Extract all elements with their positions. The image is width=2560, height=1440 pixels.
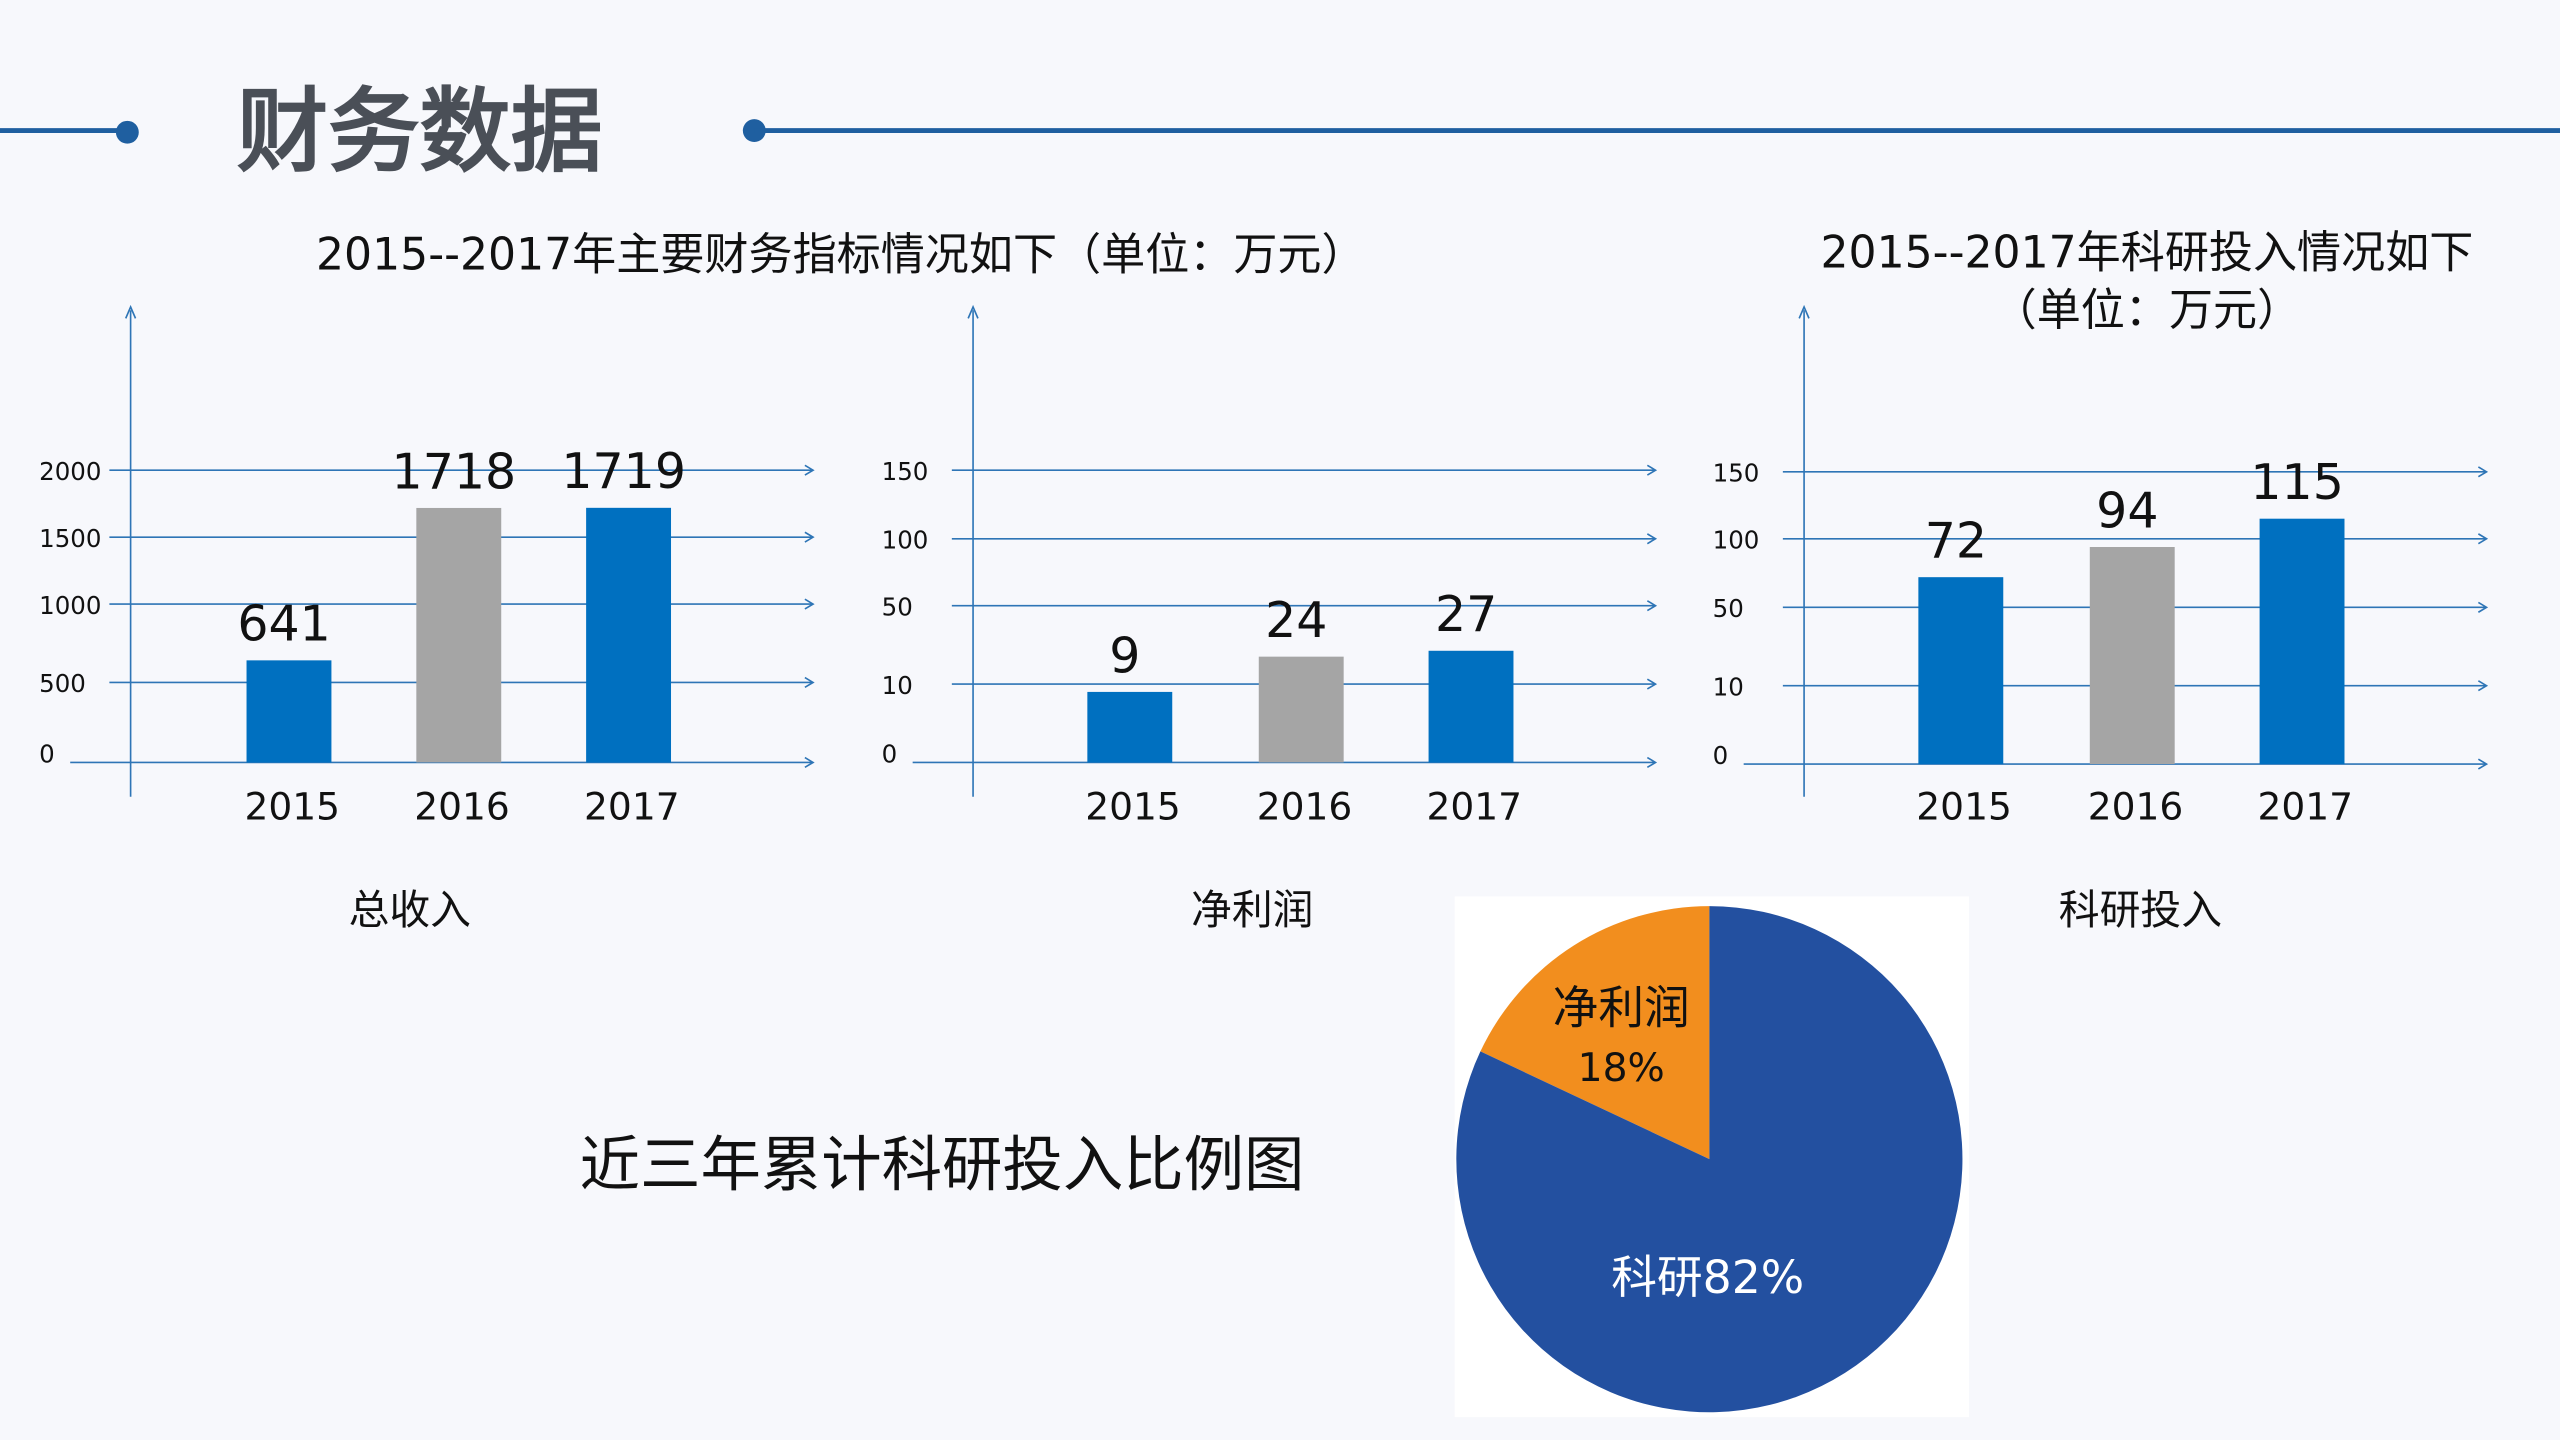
- y-tick-label: 2000: [39, 457, 101, 486]
- gridline-arrow-icon: [2477, 680, 2489, 692]
- x-tick-label: 2017: [2258, 785, 2354, 829]
- gridline-arrow-icon: [2477, 533, 2489, 545]
- bar-2017: [2259, 518, 2345, 765]
- bar-2016: [2089, 547, 2175, 765]
- gridline-arrow-icon: [804, 676, 815, 689]
- bar-value-label: 24: [1265, 592, 1327, 649]
- bar-chart-2: 0 10 50 100 150 9 2015 24 2016 27 2017 净利润: [882, 304, 1658, 934]
- gridline-arrow-icon: [804, 756, 815, 769]
- gridline-arrow-icon: [804, 531, 815, 543]
- y-axis-arrow-icon: [1798, 304, 1810, 319]
- bar-2015: [246, 660, 332, 763]
- y-tick-label: 50: [1713, 594, 1744, 623]
- bar-2017: [586, 507, 672, 763]
- page-title: 财务数据: [237, 78, 603, 185]
- x-tick-label: 2015: [244, 785, 340, 829]
- y-tick-label: 100: [1713, 526, 1760, 555]
- bar-2017: [1428, 650, 1514, 763]
- y-tick-label: 10: [882, 671, 913, 700]
- bar-2016: [416, 507, 502, 763]
- y-tick-label: 100: [882, 526, 929, 555]
- gridline-arrow-icon: [1646, 464, 1658, 476]
- chart-label: 净利润: [1191, 886, 1313, 934]
- y-axis-arrow-icon: [124, 304, 137, 319]
- pie-slice-net-profit: [1480, 906, 1710, 1160]
- research-title-line1: 2015--2017年科研投入情况如下: [1821, 228, 2474, 279]
- y-tick-label: 1000: [39, 591, 101, 620]
- gridline-arrow-icon: [2477, 601, 2489, 613]
- y-tick-label: 50: [882, 593, 913, 622]
- y-axis-arrow-icon: [967, 304, 979, 319]
- y-tick-label: 10: [1713, 673, 1744, 702]
- header-dot-left: [115, 120, 139, 144]
- x-tick-label: 2016: [414, 785, 510, 829]
- bar-value-label: 27: [1435, 586, 1497, 643]
- gridline-arrow-icon: [2477, 758, 2489, 770]
- y-tick-label: 150: [882, 457, 929, 486]
- x-tick-label: 2016: [2088, 785, 2184, 829]
- bar-value-label: 72: [1925, 513, 1987, 570]
- bar-2016: [1258, 656, 1344, 763]
- gridline-arrow-icon: [1646, 678, 1658, 690]
- y-tick-label: 500: [39, 669, 86, 698]
- research-title-line2: （单位：万元）: [1993, 285, 2302, 336]
- pie-caption: 近三年累计科研投入比例图: [580, 1130, 1305, 1200]
- x-tick-label: 2016: [1257, 785, 1353, 829]
- header: 财务数据: [0, 78, 2560, 185]
- y-tick-label: 1500: [39, 524, 101, 553]
- gridline-arrow-icon: [804, 464, 815, 476]
- gridline-arrow-icon: [1646, 756, 1658, 769]
- bar-chart-3: 0 10 50 100 150 72 2015 94 2016 115 2017 科研投入: [1713, 304, 2489, 934]
- gridline-arrow-icon: [2477, 466, 2489, 478]
- bar-2015: [1087, 691, 1173, 763]
- finance-title: 2015--2017年主要财务指标情况如下（单位：万元）: [316, 229, 1366, 280]
- y-tick-label: 0: [39, 739, 55, 768]
- bar-value-label: 115: [2250, 454, 2343, 511]
- bar-value-label: 94: [2096, 482, 2158, 539]
- bar-value-label: 1718: [392, 443, 517, 500]
- bar-value-label: 641: [237, 596, 330, 653]
- x-tick-label: 2017: [1427, 785, 1523, 829]
- bar-charts: 050010001500200064120151718201617192017总…: [39, 304, 2489, 934]
- bar-value-label: 9: [1109, 627, 1140, 684]
- y-tick-label: 150: [1713, 459, 1760, 488]
- y-tick-label: 0: [882, 739, 898, 768]
- chart-label: 总收入: [349, 886, 471, 934]
- gridline-arrow-icon: [1646, 533, 1658, 545]
- bar-2015: [1918, 577, 2004, 765]
- pie-chart: 净利润 18% 科研82%: [1456, 906, 1963, 1413]
- x-tick-label: 2017: [584, 785, 680, 829]
- pie-label-research: 科研82%: [1611, 1251, 1804, 1304]
- y-tick-label: 0: [1713, 741, 1729, 770]
- chart-label: 科研投入: [2059, 886, 2222, 934]
- pie-percent-net-profit: 18%: [1578, 1046, 1665, 1091]
- x-tick-label: 2015: [1085, 785, 1181, 829]
- gridline-arrow-icon: [1646, 600, 1658, 612]
- pie-label-net-profit: 净利润: [1553, 982, 1690, 1035]
- bar-value-label: 1719: [561, 443, 686, 500]
- pie-label-research-name: 科研: [1611, 1251, 1702, 1304]
- bar-chart-1: 0 500 1000 1500 2000 641 2015 1718 2016 1719 2017 总…: [39, 304, 815, 934]
- x-tick-label: 2015: [1916, 785, 2012, 829]
- pie-percent-research: 82%: [1703, 1251, 1805, 1304]
- gridline-arrow-icon: [804, 598, 815, 610]
- pie-slice-research: [1456, 906, 1963, 1413]
